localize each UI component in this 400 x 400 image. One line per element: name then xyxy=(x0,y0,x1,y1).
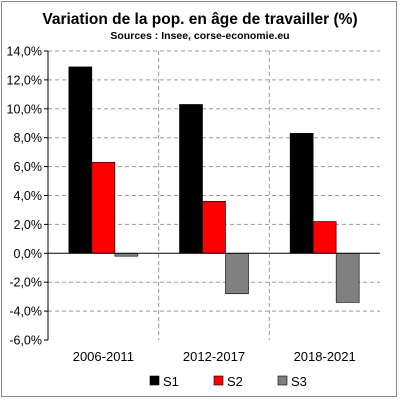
legend-label-s1: S1 xyxy=(163,374,179,389)
bar-s1 xyxy=(68,66,93,254)
bar-s1 xyxy=(289,133,314,254)
legend-swatch-s1 xyxy=(149,375,160,386)
y-tick-labels: 14,0% 12,0% 10,0% 8,0% 6,0% 4,0% 2,0% 0,0% -2,0%… xyxy=(7,45,42,348)
y-tick-label: -2,0% xyxy=(9,276,42,290)
y-tick-label: -4,0% xyxy=(9,305,42,319)
x-category-label: 2006-2011 xyxy=(73,349,134,364)
x-category-labels: 2006-2011 2012-2017 2018-2021 xyxy=(73,349,356,364)
y-tick-label: 0,0% xyxy=(14,247,43,261)
legend: S1 S2 S3 xyxy=(149,374,307,389)
bars xyxy=(68,66,360,303)
bar-s2 xyxy=(91,161,116,254)
bar-s3 xyxy=(335,253,360,303)
legend-swatch-s3 xyxy=(277,375,288,386)
legend-label-s3: S3 xyxy=(291,374,307,389)
y-tick-label: 8,0% xyxy=(14,131,43,145)
x-category-label: 2018-2021 xyxy=(294,349,356,364)
y-tick-label: 4,0% xyxy=(14,189,43,203)
y-tick-label: 10,0% xyxy=(7,102,42,116)
y-tick-label: 12,0% xyxy=(7,73,42,87)
y-tick-label: -6,0% xyxy=(9,334,42,348)
legend-label-s2: S2 xyxy=(227,374,243,389)
y-tick-label: 14,0% xyxy=(7,45,42,59)
bar-s2 xyxy=(312,221,337,254)
bar-s3 xyxy=(225,253,249,295)
x-category-label: 2012-2017 xyxy=(183,349,245,364)
y-tick-label: 2,0% xyxy=(14,218,43,232)
chart-subtitle: Sources : Insee, corse-economie.eu xyxy=(110,30,289,42)
legend-swatch-s2 xyxy=(213,375,224,386)
y-tick-label: 6,0% xyxy=(14,160,43,174)
chart-title: Variation de la pop. en âge de travaille… xyxy=(42,11,357,28)
bar-s2 xyxy=(202,200,226,254)
bar-s1 xyxy=(179,104,203,254)
axes xyxy=(44,50,380,341)
